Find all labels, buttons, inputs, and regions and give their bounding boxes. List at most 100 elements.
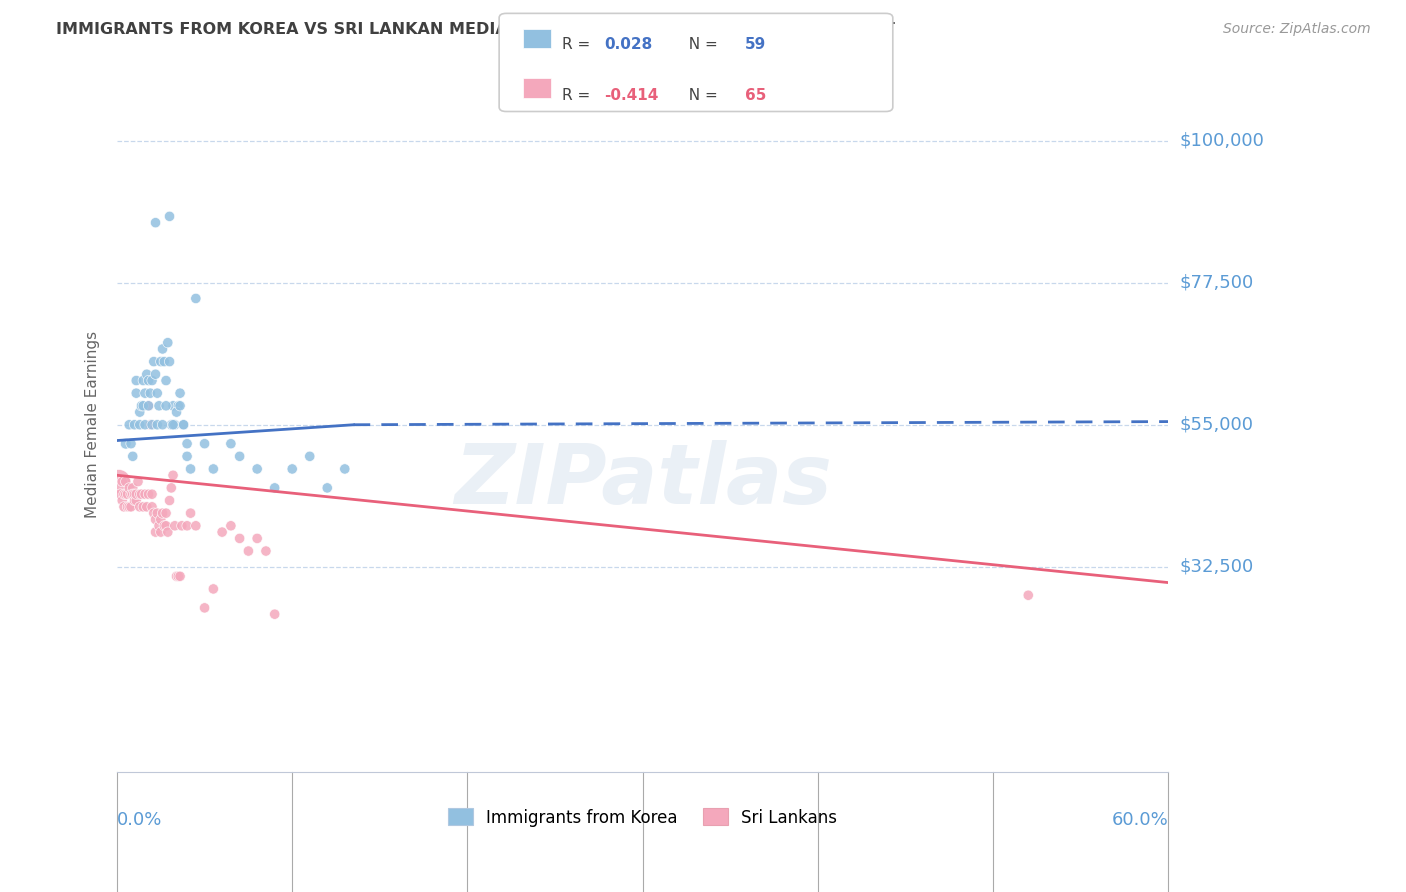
Point	[1017, 588, 1039, 602]
Point	[146, 386, 169, 401]
Point	[166, 569, 188, 583]
Point	[117, 487, 139, 501]
Point	[141, 417, 163, 432]
Point	[263, 481, 285, 495]
Point	[194, 436, 217, 450]
Point	[169, 386, 191, 401]
Point	[145, 216, 167, 230]
Point	[146, 506, 169, 520]
Point	[114, 436, 136, 450]
Point	[281, 462, 304, 476]
Point	[149, 512, 172, 526]
Point	[142, 354, 165, 368]
Point	[139, 386, 162, 401]
Point	[176, 436, 198, 450]
Point	[139, 417, 162, 432]
Point	[120, 487, 142, 501]
Point	[153, 518, 176, 533]
Text: $77,500: $77,500	[1180, 274, 1254, 292]
Point	[128, 417, 150, 432]
Point	[138, 487, 160, 501]
Point	[246, 532, 269, 546]
Point	[132, 374, 155, 388]
Text: Source: ZipAtlas.com: Source: ZipAtlas.com	[1223, 22, 1371, 37]
Point	[149, 354, 172, 368]
Point	[138, 399, 160, 413]
Point	[111, 493, 134, 508]
Point	[159, 354, 181, 368]
Point	[118, 500, 141, 514]
Point	[263, 607, 285, 622]
Point	[141, 500, 163, 514]
Point	[138, 374, 160, 388]
Point	[152, 506, 174, 520]
Point	[118, 481, 141, 495]
Point	[117, 500, 139, 514]
Point	[131, 487, 153, 501]
Point	[163, 518, 186, 533]
Text: N =: N =	[679, 88, 723, 103]
Point	[124, 417, 146, 432]
Point	[118, 417, 141, 432]
Point	[316, 481, 339, 495]
Point	[173, 417, 195, 432]
Point	[176, 450, 198, 464]
Text: 60.0%: 60.0%	[1112, 811, 1168, 829]
Point	[121, 487, 143, 501]
Point	[156, 525, 179, 540]
Point	[107, 475, 129, 489]
Point	[134, 487, 156, 501]
Point	[202, 582, 225, 596]
Point	[163, 417, 186, 432]
Text: $100,000: $100,000	[1180, 132, 1264, 150]
Point	[184, 518, 207, 533]
Point	[110, 487, 132, 501]
Point	[112, 500, 135, 514]
Point	[202, 462, 225, 476]
Point	[128, 500, 150, 514]
Point	[111, 475, 134, 489]
Point	[162, 399, 184, 413]
Point	[128, 487, 150, 501]
Point	[121, 481, 143, 495]
Text: 65: 65	[745, 88, 766, 103]
Point	[184, 292, 207, 306]
Point	[152, 342, 174, 356]
Point	[125, 493, 148, 508]
Point	[125, 487, 148, 501]
Point	[114, 475, 136, 489]
Point	[162, 468, 184, 483]
Point	[138, 399, 160, 413]
Point	[176, 518, 198, 533]
Point	[160, 417, 183, 432]
Point	[121, 450, 143, 464]
Point	[134, 417, 156, 432]
Point	[135, 500, 157, 514]
Point	[148, 518, 170, 533]
Point	[132, 399, 155, 413]
Point	[194, 600, 217, 615]
Point	[333, 462, 356, 476]
Point	[180, 462, 202, 476]
Text: ZIPatlas: ZIPatlas	[454, 440, 832, 521]
Point	[112, 487, 135, 501]
Text: 0.0%: 0.0%	[117, 811, 162, 829]
Point	[155, 399, 177, 413]
Point	[134, 386, 156, 401]
Point	[141, 487, 163, 501]
Y-axis label: Median Female Earnings: Median Female Earnings	[86, 331, 100, 518]
Text: $55,000: $55,000	[1180, 416, 1254, 434]
Point	[146, 417, 169, 432]
Point	[155, 506, 177, 520]
Point	[246, 462, 269, 476]
Text: 59: 59	[745, 37, 766, 53]
Point	[156, 335, 179, 350]
Point	[173, 417, 195, 432]
Point	[124, 487, 146, 501]
Point	[162, 417, 184, 432]
Point	[132, 500, 155, 514]
Point	[124, 493, 146, 508]
Point	[228, 532, 250, 546]
Point	[169, 569, 191, 583]
Point	[298, 450, 321, 464]
